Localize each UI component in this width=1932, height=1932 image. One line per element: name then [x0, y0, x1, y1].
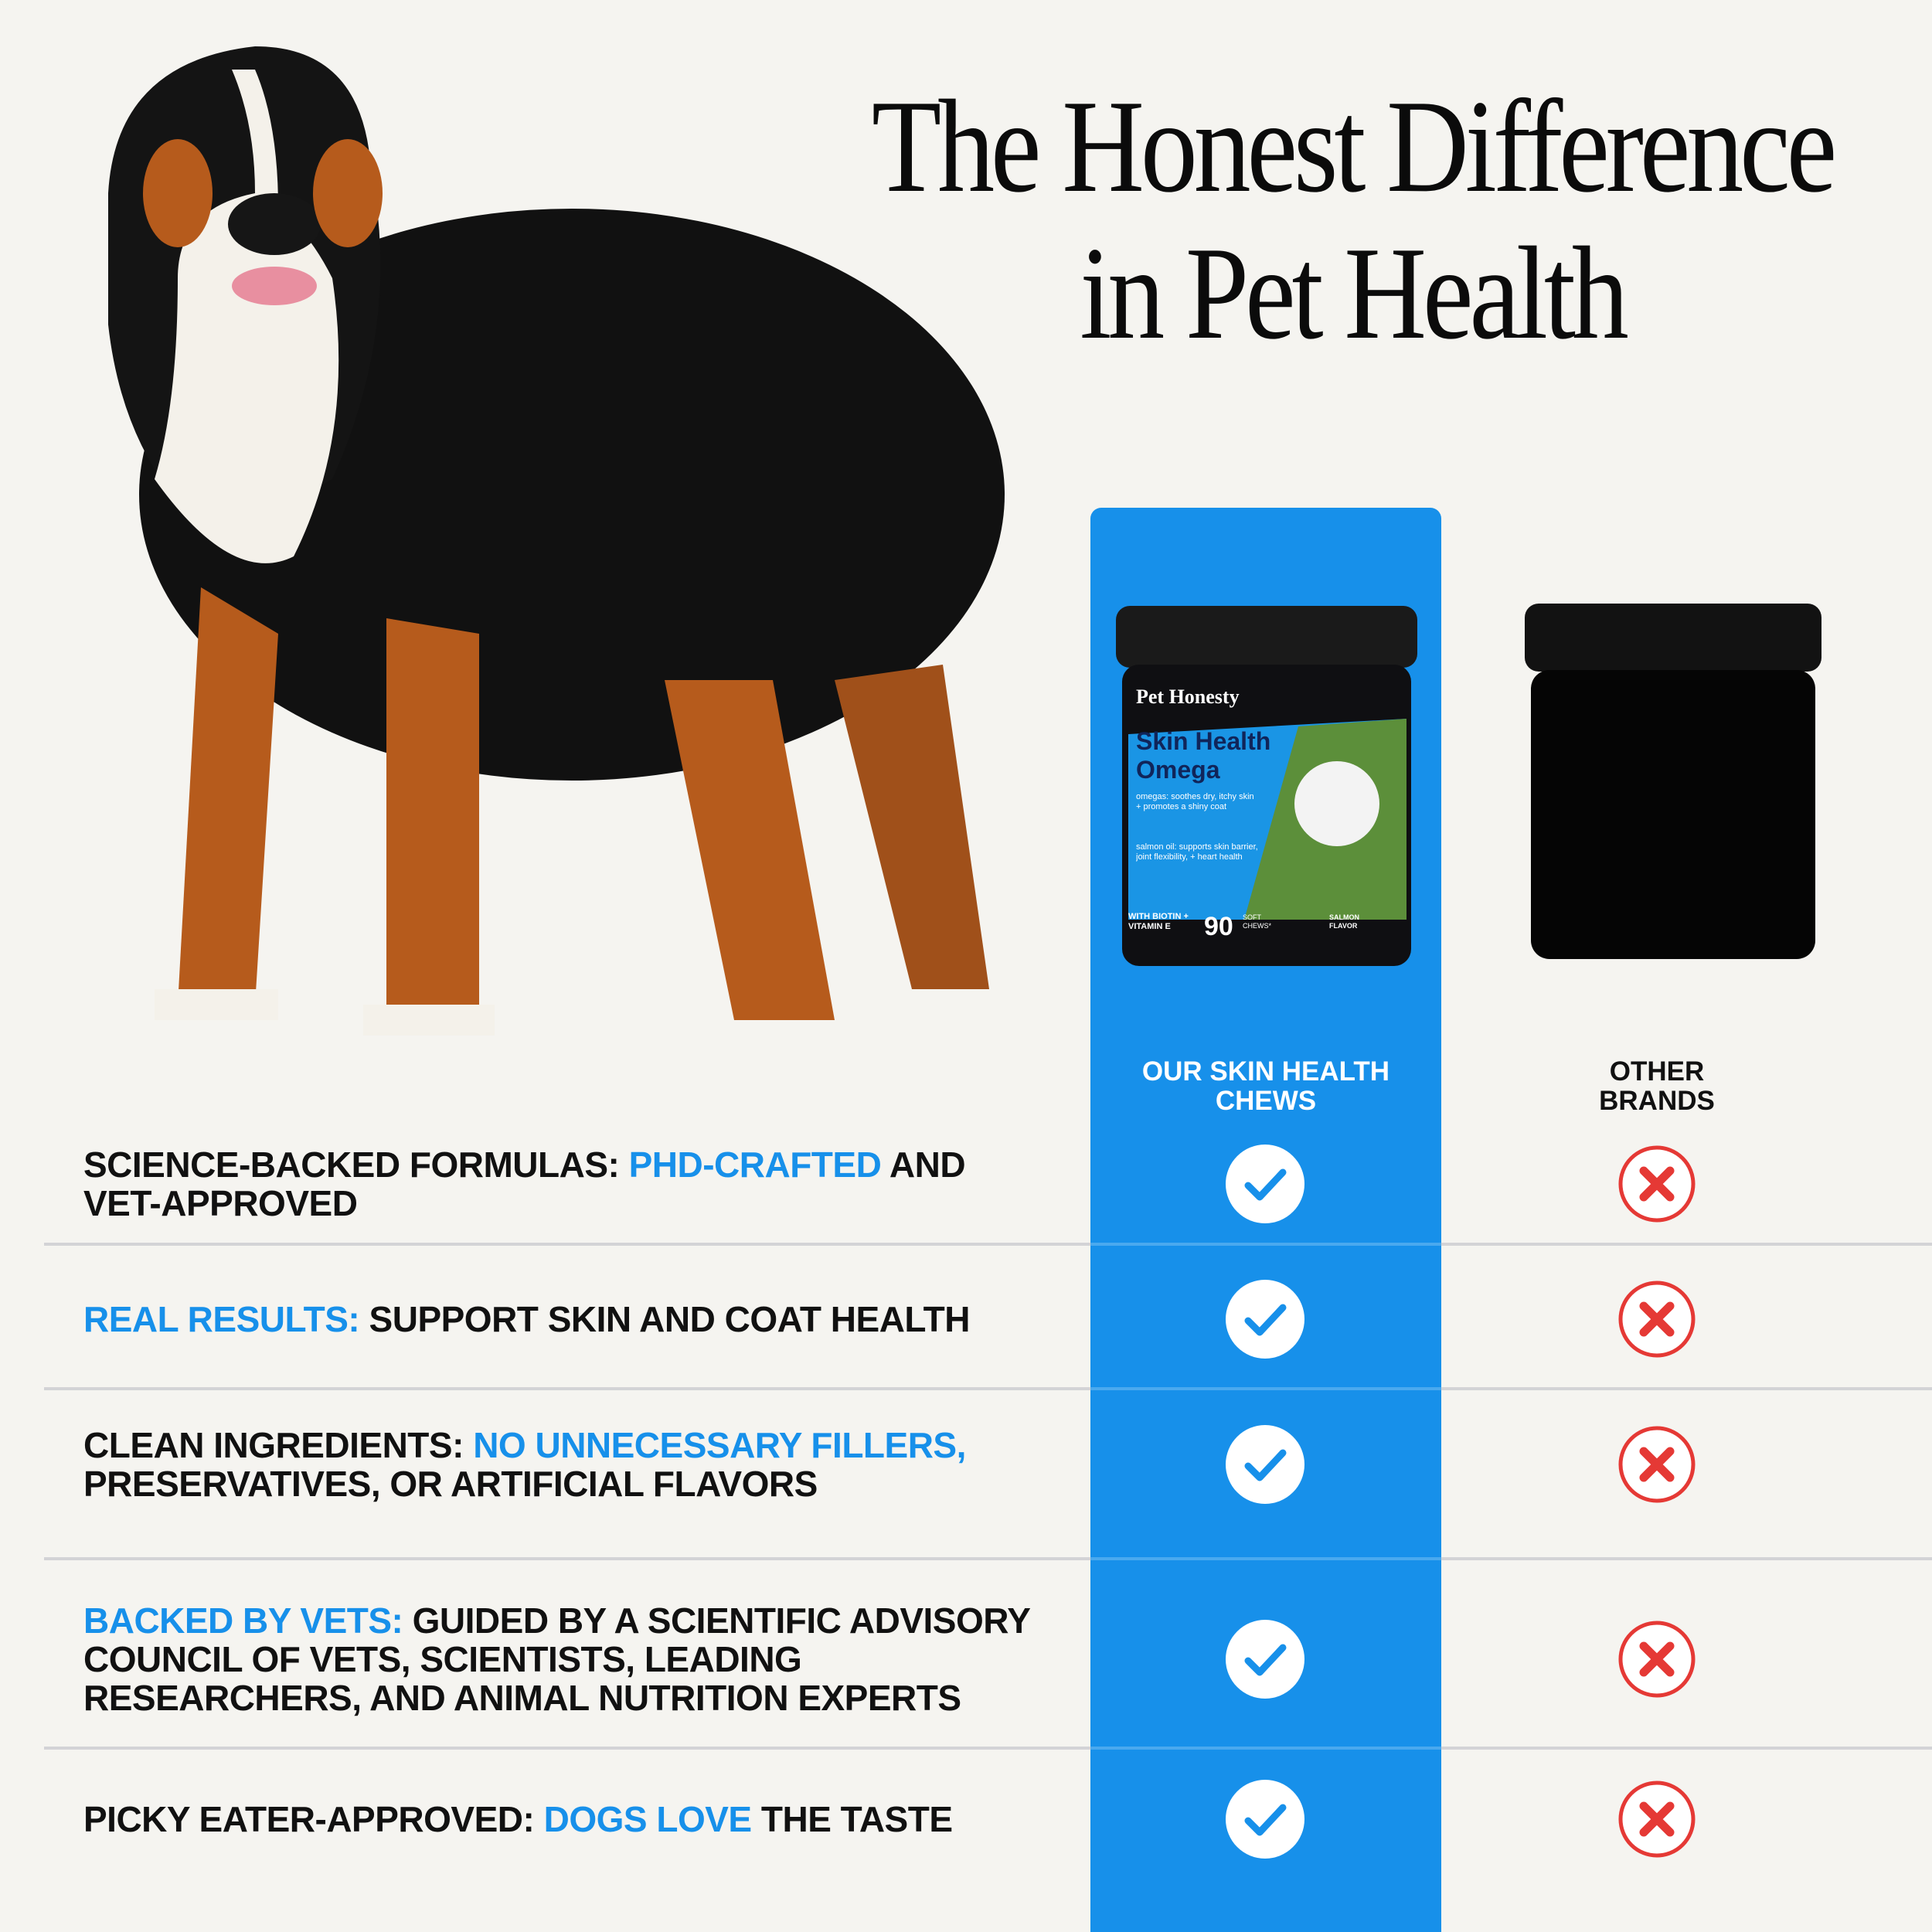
- count-unit: SOFT CHEWS*: [1243, 913, 1272, 930]
- row-separator: [44, 1243, 1932, 1246]
- row-separator: [1090, 1387, 1441, 1390]
- row-text-segment: NO UNNECESSARY FILLERS,: [473, 1425, 966, 1465]
- row-text-segment: CLEAN INGREDIENTS:: [83, 1425, 464, 1465]
- count: 90: [1204, 912, 1233, 941]
- title-line: in Pet Health: [1080, 220, 1628, 367]
- cross-icon: [1618, 1781, 1696, 1858]
- cross-icon: [1618, 1281, 1696, 1358]
- row-separator: [1090, 1747, 1441, 1750]
- cross-icon: [1618, 1145, 1696, 1223]
- cross-icon: [1618, 1621, 1696, 1698]
- row-separator: [1090, 1557, 1441, 1560]
- row-text-segment: SCIENCE-BACKED FORMULAS:: [83, 1145, 620, 1185]
- row-text: CLEAN INGREDIENTS: NO UNNECESSARY FILLER…: [83, 1426, 1049, 1503]
- row-text-segment: PHD-CRAFTED: [628, 1145, 882, 1185]
- check-icon: [1226, 1780, 1304, 1859]
- check-icon: [1226, 1280, 1304, 1359]
- row-text-segment: SUPPORT SKIN AND COAT HEALTH: [369, 1299, 971, 1339]
- row-separator: [44, 1387, 1932, 1390]
- row-text: BACKED BY VETS: GUIDED BY A SCIENTIFIC A…: [83, 1601, 1049, 1717]
- row-separator: [44, 1557, 1932, 1560]
- generic-jar: [1525, 604, 1821, 959]
- row-separator: [44, 1747, 1932, 1750]
- row-text-segment: DOGS LOVE: [543, 1799, 752, 1839]
- check-icon: [1226, 1620, 1304, 1699]
- column-header: OTHER BRANDS: [1599, 1056, 1715, 1116]
- product-name: Skin Health: [1136, 727, 1270, 755]
- row-text-segment: AND VET-APPROVED: [83, 1145, 966, 1223]
- check-icon: [1226, 1145, 1304, 1223]
- product-name: Omega: [1136, 756, 1220, 784]
- row-text-segment: THE TASTE: [760, 1799, 953, 1839]
- brand: Pet Honesty: [1136, 685, 1240, 708]
- product-jar: Pet Honesty Skin Health Omega omegas: so…: [1116, 606, 1417, 966]
- cross-icon: [1618, 1426, 1696, 1503]
- claim: omegas: soothes dry, itchy skin + promot…: [1136, 792, 1254, 811]
- row-text-segment: REAL RESULTS:: [83, 1299, 360, 1339]
- row-text-segment: PRESERVATIVES, OR ARTIFICIAL FLAVORS: [83, 1464, 818, 1504]
- row-text: REAL RESULTS: SUPPORT SKIN AND COAT HEAL…: [83, 1300, 1049, 1338]
- row-text-segment: GUIDED BY A SCIENTIFIC ADVISORY COUNCIL …: [83, 1600, 1030, 1718]
- flavor: SALMON FLAVOR: [1329, 913, 1359, 930]
- dog-illustration: [108, 46, 1005, 1036]
- extras: WITH BIOTIN + VITAMIN E: [1128, 912, 1189, 931]
- claim: salmon oil: supports skin barrier, joint…: [1136, 842, 1258, 862]
- row-text: PICKY EATER-APPROVED: DOGS LOVE THE TAST…: [83, 1800, 1049, 1838]
- row-separator: [1090, 1243, 1441, 1246]
- row-text: SCIENCE-BACKED FORMULAS: PHD-CRAFTED AND…: [83, 1145, 1049, 1223]
- title-line: The Honest Difference: [871, 73, 1837, 220]
- row-text-segment: PICKY EATER-APPROVED:: [83, 1799, 535, 1839]
- title: The Honest Difference in Pet Health: [773, 73, 1932, 367]
- check-icon: [1226, 1425, 1304, 1504]
- column-header: OUR SKIN HEALTH CHEWS: [1141, 1056, 1390, 1116]
- row-text-segment: BACKED BY VETS:: [83, 1600, 403, 1641]
